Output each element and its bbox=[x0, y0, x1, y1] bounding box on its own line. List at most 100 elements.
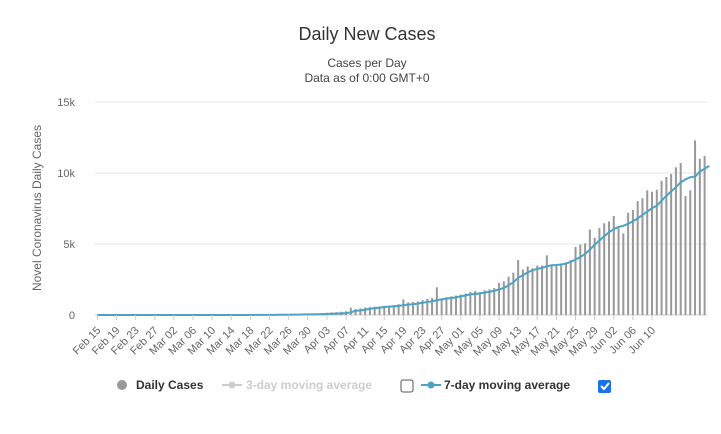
y-tick-label: 5k bbox=[63, 239, 75, 251]
daily-cases-bar[interactable] bbox=[483, 290, 486, 315]
daily-cases-bar[interactable] bbox=[588, 229, 591, 315]
daily-cases-bar[interactable] bbox=[545, 255, 548, 315]
daily-cases-bar[interactable] bbox=[526, 266, 529, 315]
daily-cases-bar[interactable] bbox=[383, 305, 386, 315]
daily-cases-bar[interactable] bbox=[636, 201, 639, 315]
line-series[interactable] bbox=[97, 165, 710, 316]
daily-cases-bar[interactable] bbox=[555, 264, 558, 315]
daily-cases-bar[interactable] bbox=[411, 301, 414, 315]
daily-cases-bar[interactable] bbox=[679, 163, 682, 315]
legend-daily-cases-marker[interactable] bbox=[117, 380, 127, 390]
daily-cases-bar[interactable] bbox=[655, 189, 658, 315]
daily-cases-bar[interactable] bbox=[541, 265, 544, 315]
daily-cases-bar[interactable] bbox=[622, 233, 625, 315]
daily-cases-bar[interactable] bbox=[584, 243, 587, 315]
legend-daily-cases-label[interactable]: Daily Cases bbox=[136, 378, 204, 392]
daily-cases-bar[interactable] bbox=[617, 228, 620, 315]
daily-cases-bar[interactable] bbox=[593, 237, 596, 315]
legend-3day-marker[interactable] bbox=[228, 381, 236, 389]
daily-cases-bar[interactable] bbox=[349, 307, 352, 315]
daily-cases-bar[interactable] bbox=[550, 265, 553, 315]
daily-cases-bar[interactable] bbox=[670, 173, 673, 315]
legend-3day-checkbox[interactable] bbox=[400, 379, 414, 393]
daily-cases-bar[interactable] bbox=[469, 291, 472, 315]
daily-cases-bar[interactable] bbox=[694, 140, 697, 315]
daily-cases-bar[interactable] bbox=[502, 281, 505, 315]
daily-cases-bar[interactable] bbox=[445, 297, 448, 315]
daily-cases-bar[interactable] bbox=[674, 167, 677, 315]
legend-7day-checkbox[interactable] bbox=[598, 380, 611, 393]
daily-cases-bar[interactable] bbox=[651, 191, 654, 315]
daily-cases-bar[interactable] bbox=[560, 263, 563, 315]
daily-cases-bar[interactable] bbox=[435, 287, 438, 315]
daily-cases-bar[interactable] bbox=[488, 289, 491, 315]
daily-cases-bar[interactable] bbox=[564, 262, 567, 315]
daily-cases-bar[interactable] bbox=[698, 158, 701, 315]
daily-cases-bar[interactable] bbox=[689, 190, 692, 315]
grid bbox=[95, 101, 707, 316]
chart-subtitle-date: Data as of 0:00 GMT+0 bbox=[304, 71, 429, 85]
legend-3day-label[interactable]: 3-day moving average bbox=[246, 378, 372, 392]
y-axis-label: Novel Coronavirus Daily Cases bbox=[30, 125, 44, 291]
daily-cases-bar[interactable] bbox=[660, 180, 663, 315]
moving-average-7day-line[interactable] bbox=[97, 165, 710, 316]
legend: Daily Cases 3-day moving average 7-day mov… bbox=[117, 378, 611, 393]
daily-cases-bar[interactable] bbox=[512, 272, 515, 315]
y-axis: 0 5k 10k 15k bbox=[57, 97, 75, 322]
daily-cases-bar[interactable] bbox=[459, 294, 462, 315]
daily-cases-bar[interactable] bbox=[631, 209, 634, 315]
daily-cases-bar[interactable] bbox=[607, 221, 610, 315]
daily-cases-bar[interactable] bbox=[392, 305, 395, 315]
daily-cases-bar[interactable] bbox=[517, 260, 520, 315]
legend-7day-label[interactable]: 7-day moving average bbox=[444, 378, 570, 392]
daily-cases-bar[interactable] bbox=[416, 301, 419, 315]
daily-cases-bar[interactable] bbox=[364, 307, 367, 315]
daily-cases-bar[interactable] bbox=[354, 309, 357, 315]
daily-cases-bar[interactable] bbox=[368, 307, 371, 315]
daily-cases-bar[interactable] bbox=[426, 298, 429, 315]
daily-cases-bar[interactable] bbox=[464, 293, 467, 315]
daily-cases-bar[interactable] bbox=[450, 296, 453, 315]
daily-cases-bar[interactable] bbox=[569, 260, 572, 315]
daily-cases-bar[interactable] bbox=[598, 228, 601, 315]
daily-cases-bar[interactable] bbox=[507, 276, 510, 315]
daily-cases-bar[interactable] bbox=[641, 198, 644, 315]
daily-cases-bar[interactable] bbox=[407, 302, 410, 315]
bar-series[interactable] bbox=[177, 140, 706, 315]
checkmark-icon bbox=[600, 382, 610, 391]
y-tick-label: 10k bbox=[57, 168, 75, 180]
chart-title: Daily New Cases bbox=[298, 24, 435, 44]
daily-cases-bar[interactable] bbox=[431, 297, 434, 315]
daily-cases-bar[interactable] bbox=[574, 246, 577, 315]
y-tick-label: 0 bbox=[69, 310, 75, 322]
daily-cases-bar[interactable] bbox=[498, 283, 501, 315]
daily-cases-bar[interactable] bbox=[440, 298, 443, 315]
daily-cases-bar[interactable] bbox=[646, 190, 649, 315]
daily-cases-bar[interactable] bbox=[402, 299, 405, 315]
daily-cases-bar[interactable] bbox=[684, 196, 687, 315]
daily-cases-bar[interactable] bbox=[373, 306, 376, 315]
daily-cases-bar[interactable] bbox=[603, 223, 606, 315]
y-tick-label: 15k bbox=[57, 97, 75, 109]
daily-cases-bar[interactable] bbox=[454, 295, 457, 315]
daily-cases-bar[interactable] bbox=[359, 308, 362, 315]
daily-cases-bar[interactable] bbox=[579, 244, 582, 315]
daily-cases-bar[interactable] bbox=[627, 212, 630, 315]
chart-subtitle: Cases per Day bbox=[327, 56, 406, 70]
daily-cases-bar[interactable] bbox=[531, 268, 534, 315]
daily-cases-bar[interactable] bbox=[536, 265, 539, 315]
daily-cases-bar[interactable] bbox=[703, 155, 706, 315]
daily-cases-bar[interactable] bbox=[474, 290, 477, 315]
daily-cases-bar[interactable] bbox=[493, 288, 496, 315]
legend-7day-marker[interactable] bbox=[427, 381, 435, 389]
daily-cases-bar[interactable] bbox=[388, 305, 391, 315]
daily-cases-bar[interactable] bbox=[421, 300, 424, 315]
daily-cases-bar[interactable] bbox=[612, 216, 615, 315]
daily-cases-bar[interactable] bbox=[478, 292, 481, 315]
daily-cases-bar[interactable] bbox=[521, 269, 524, 315]
daily-cases-bar[interactable] bbox=[665, 176, 668, 315]
daily-cases-bar[interactable] bbox=[378, 306, 381, 315]
daily-cases-bar[interactable] bbox=[397, 304, 400, 315]
